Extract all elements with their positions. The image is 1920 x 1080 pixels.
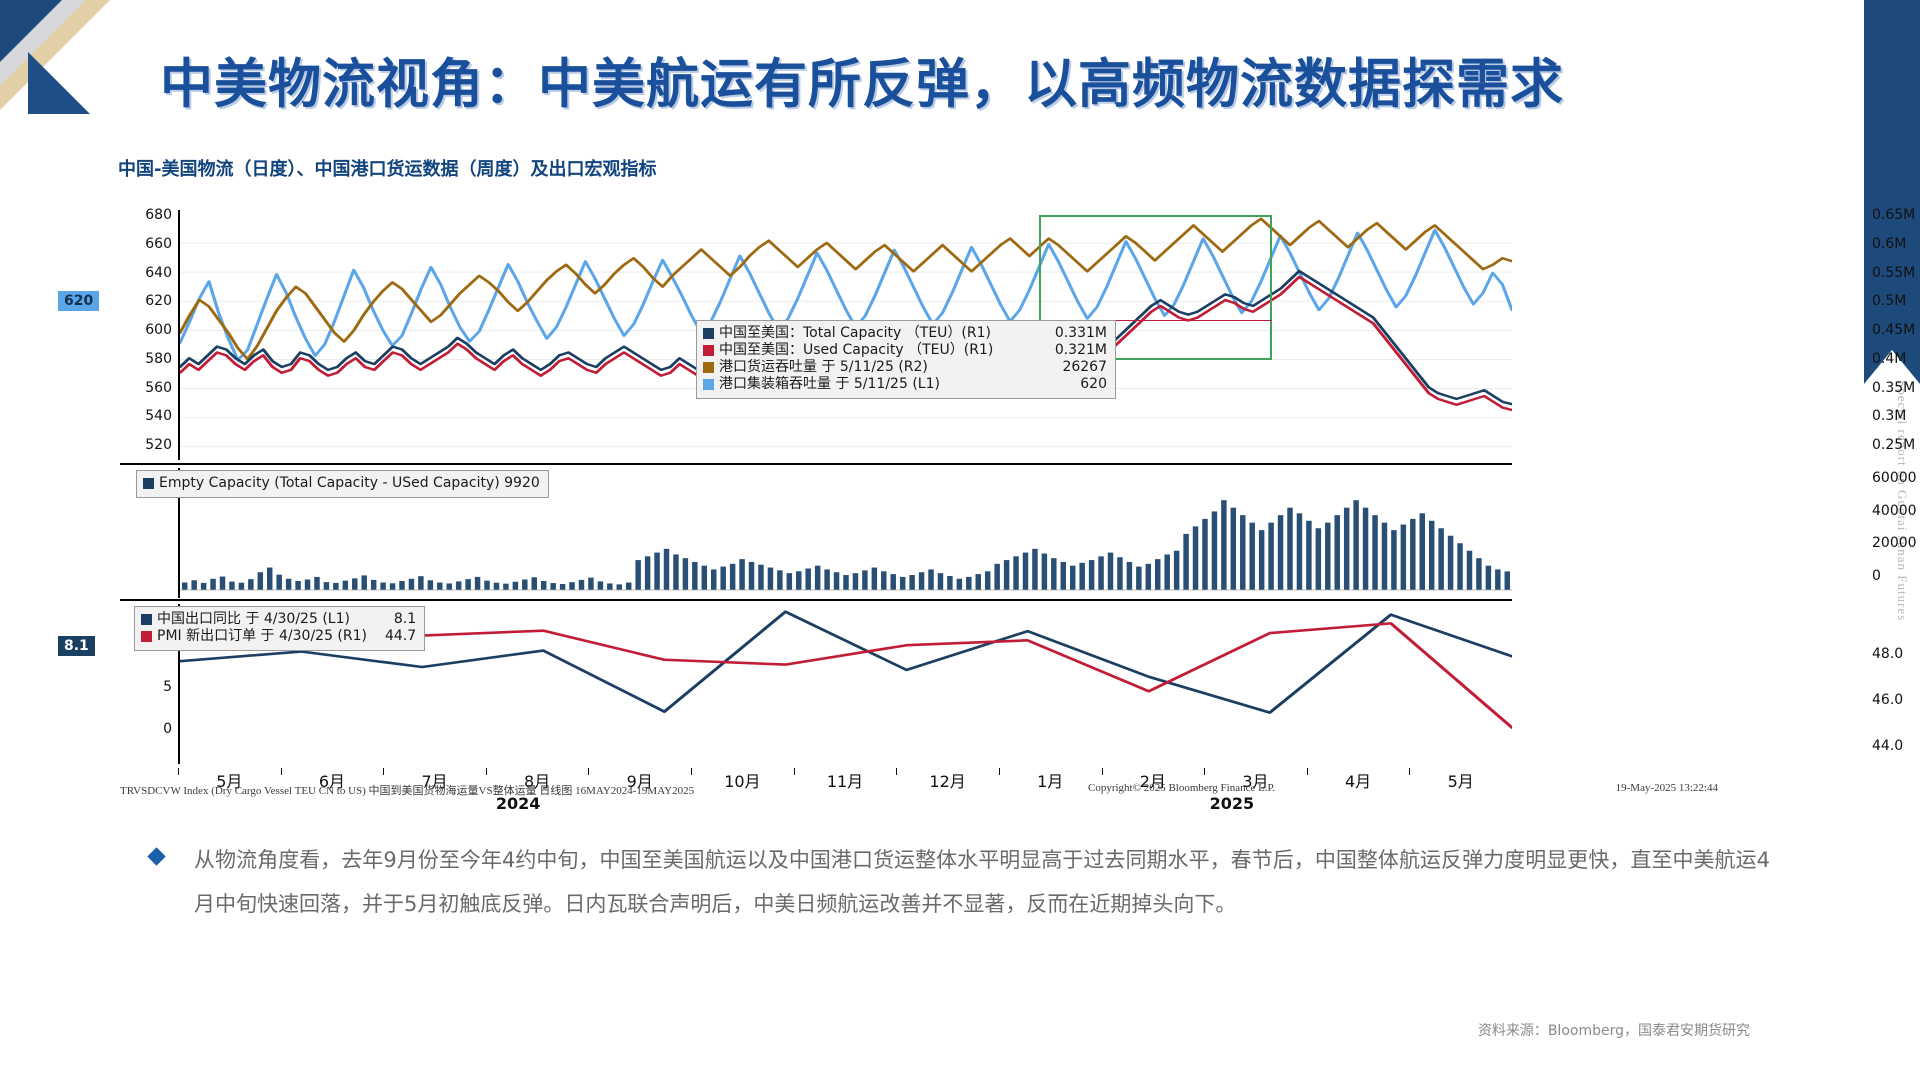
panel2-legend: Empty Capacity (Total Capacity - USed Ca…: [136, 470, 549, 498]
chart-panel-capacity: 680 660 640 620 600 580 560 540 520 0.65…: [58, 207, 1920, 460]
legend-item: 中国至美国：Used Capacity （TEU）(R1) 0.321M: [703, 342, 1107, 359]
bullet-body-text: 从物流角度看，去年9月份至今年4约中旬，中国至美国航运以及中国港口货运整体水平明…: [194, 848, 1770, 916]
footnote-center: Copyright© 2025 Bloomberg Finance L.P.: [1088, 782, 1276, 794]
bloomberg-chart: 680 660 640 620 600 580 560 540 520 0.65…: [58, 200, 1920, 813]
page-subtitle: 中国-美国物流（日度）、中国港口货运数据（周度）及出口宏观指标: [118, 159, 657, 180]
x-axis-year-label: 2025: [1209, 794, 1255, 813]
right-rail-tip: [1864, 350, 1920, 384]
bullet-paragraph: 从物流角度看，去年9月份至今年4约中旬，中国至美国航运以及中国港口货运整体水平明…: [147, 838, 1770, 926]
x-axis-tick: [588, 768, 590, 775]
legend-item: 港口货运吞吐量 于 5/11/25 (R2) 26267: [703, 359, 1107, 376]
rail-label: Special report on Guotai Junan Futures: [1895, 380, 1910, 622]
x-axis-month-label: 11月: [826, 772, 864, 791]
legend-swatch-navy-icon: [143, 478, 154, 489]
x-axis-tick: [1409, 768, 1411, 775]
x-axis-tick: [1101, 768, 1103, 775]
chart-panel-export-macro: 10 5 0 48.0 46.0 44.0 8.1 44.7 中国出口同比 于 …: [58, 604, 1903, 764]
legend-swatch-red-icon: [141, 631, 152, 642]
x-axis-month-label: 1月: [1037, 772, 1064, 791]
panel1-legend: 中国至美国：Total Capacity （TEU）(R1) 0.331M 中国至…: [696, 320, 1116, 399]
x-axis-month-label: 5月: [216, 772, 243, 791]
panel3-right-axis: 48.0 46.0 44.0: [1872, 645, 1904, 755]
legend-swatch-gold-icon: [703, 362, 714, 373]
x-axis-tick: [998, 768, 1000, 775]
flag-export-yoy: 8.1: [58, 635, 95, 656]
panel-divider-1: [120, 463, 1512, 465]
x-axis-tick: [896, 768, 898, 775]
x-axis-month-label: 8月: [524, 772, 551, 791]
panel-divider-2: [120, 599, 1512, 601]
x-axis-tick: [1306, 768, 1308, 775]
legend-item: PMI 新出口订单 于 4/30/25 (R1) 44.7: [141, 628, 416, 645]
chart-panel-empty-capacity: 60000 40000 20000 0 9920 Empty Capacity …: [120, 468, 1917, 598]
legend-swatch-lightblue-icon: [703, 379, 714, 390]
panel1-right-axis-1: 0.65M 0.6M 0.55M 0.5M 0.45M 0.4M 0.35M 0…: [1872, 207, 1916, 453]
legend-item: 港口集装箱吞吐量 于 5/11/25 (L1) 620: [703, 376, 1107, 393]
x-axis-tick: [383, 768, 385, 775]
legend-item: 中国至美国：Total Capacity （TEU）(R1) 0.331M: [703, 325, 1107, 342]
panel3-legend: 中国出口同比 于 4/30/25 (L1) 8.1 PMI 新出口订单 于 4/3…: [134, 606, 426, 651]
legend-swatch-navy-icon: [141, 614, 152, 625]
x-axis-month-label: 4月: [1344, 772, 1372, 791]
legend-item: 中国出口同比 于 4/30/25 (L1) 8.1: [141, 611, 416, 628]
x-axis-tick: [280, 768, 282, 775]
page-title: 中美物流视角：中美航运有所反弹，以高频物流数据探需求: [160, 54, 1564, 115]
x-axis-month-label: 3月: [1242, 772, 1269, 791]
corner-decoration: [0, 0, 150, 150]
footnote-right: 19-May-2025 13:22:44: [1615, 782, 1718, 794]
x-axis-month-label: 9月: [626, 772, 653, 791]
x-axis-month-label: 7月: [421, 772, 448, 791]
panel1-left-axis: 680 660 640 620 600 580 560 540 520: [145, 207, 172, 453]
x-axis-month-label: 5月: [1447, 772, 1474, 791]
x-axis-month-label: 2月: [1139, 772, 1166, 791]
right-rail: [1864, 0, 1920, 350]
legend-item: Empty Capacity (Total Capacity - USed Ca…: [143, 475, 540, 492]
panel2-right-axis: 60000 40000 20000 0: [1872, 470, 1917, 584]
flag-container-throughput: 620: [58, 291, 100, 312]
x-axis-tick: [485, 768, 487, 775]
legend-swatch-red-icon: [703, 345, 714, 356]
footnote-left: TRVSDCVW Index (Dry Cargo Vessel TEU CN …: [120, 785, 695, 797]
x-axis-month-label: 6月: [318, 772, 346, 791]
x-axis-tick: [1204, 768, 1206, 775]
source-note: 资料来源：Bloomberg，国泰君安期货研究: [1477, 1023, 1750, 1039]
x-axis-year-label: 2024: [495, 794, 541, 813]
x-axis-month-label: 12月: [929, 772, 966, 791]
x-axis-labels: 5月 6月 7月 8月 9月 10月 11月 12月 1月 2月 3月 4月 5月 2024 2025: [178, 768, 1512, 814]
diamond-bullet-icon: [147, 847, 166, 866]
legend-swatch-navy-icon: [703, 328, 714, 339]
x-axis-tick: [691, 768, 693, 775]
x-axis-tick: [793, 768, 795, 775]
x-axis-month-label: 10月: [724, 772, 761, 791]
x-axis-tick: [178, 768, 179, 775]
